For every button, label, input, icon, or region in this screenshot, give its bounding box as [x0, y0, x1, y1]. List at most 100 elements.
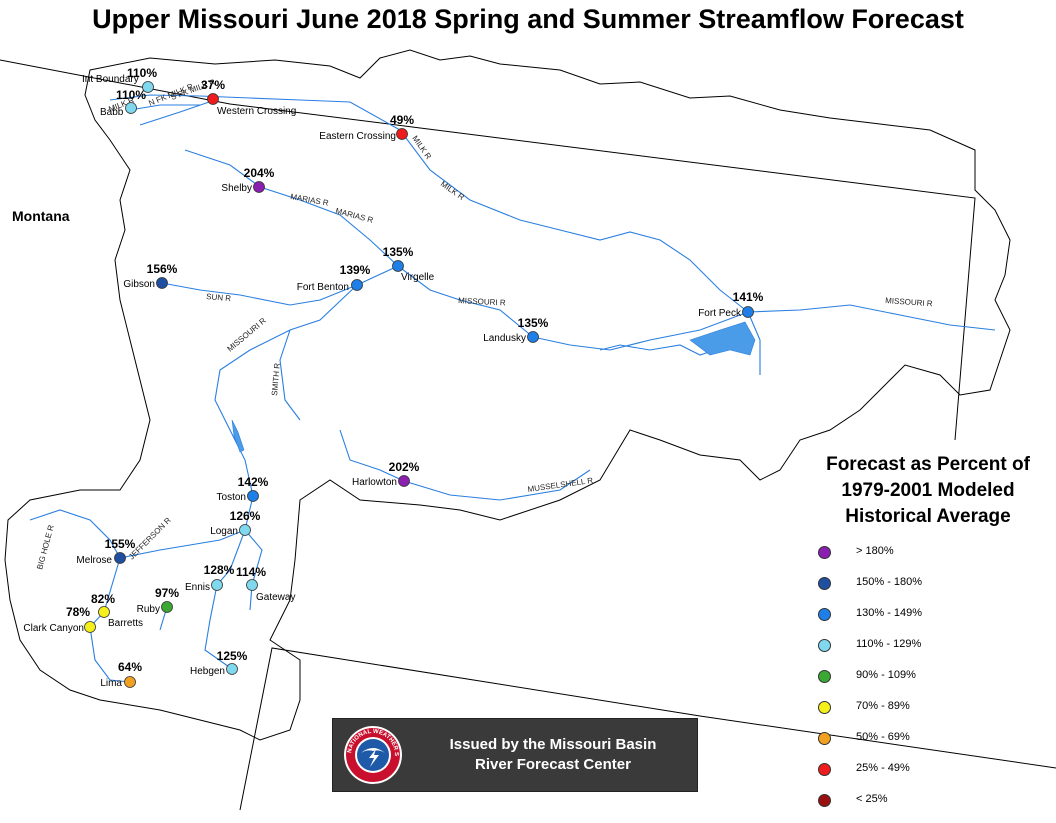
legend-label: 50% - 69%	[856, 731, 910, 743]
legend-title-line: 1979-2001 Modeled	[841, 480, 1015, 501]
station-name: Lima	[100, 678, 122, 689]
station-percent: 97%	[155, 586, 179, 600]
station-western-crossing: 37% Western Crossing	[201, 78, 296, 117]
legend-label: 150% - 180%	[856, 576, 923, 588]
station-marker-icon	[161, 601, 173, 613]
station-harlowton: 202% Harlowton	[352, 460, 420, 488]
map-title: Upper Missouri June 2018 Spring and Summ…	[92, 4, 964, 34]
station-name: Logan	[210, 526, 238, 537]
station-name: Ruby	[137, 604, 160, 615]
station-hebgen: 125% Hebgen	[190, 649, 248, 677]
station-marker-icon	[98, 606, 110, 618]
river-label: MISSOURI R	[885, 296, 933, 308]
legend-label: 70% - 89%	[856, 700, 910, 712]
state-boundaries	[0, 59, 1056, 811]
station-babb: 110% Babb	[100, 88, 146, 118]
station-marker-icon	[396, 128, 408, 140]
station-name: Toston	[217, 492, 246, 503]
station-name: Barretts	[108, 618, 143, 629]
station-name: Ennis	[185, 582, 210, 593]
legend-label: 25% - 49%	[856, 762, 910, 774]
station-percent: 202%	[389, 460, 420, 474]
station-percent: 135%	[518, 316, 549, 330]
legend-item: 25% - 49%	[818, 761, 1018, 792]
station-percent: 155%	[105, 537, 136, 551]
station-percent: 110%	[127, 66, 157, 80]
river-label: MARIAS R	[334, 206, 374, 225]
station-percent: 204%	[244, 166, 275, 180]
station-marker-icon	[253, 181, 265, 193]
station-landusky: 135% Landusky	[483, 316, 548, 344]
river-label: MUSSELSHELL R	[527, 476, 594, 494]
station-percent: 126%	[230, 509, 261, 523]
station-marker-icon	[142, 81, 154, 93]
station-marker-icon	[211, 579, 223, 591]
legend-item: 70% - 89%	[818, 699, 1018, 730]
basin-outline	[4, 49, 1011, 741]
river-label: MARIAS R	[290, 192, 330, 208]
station-toston: 142% Toston	[217, 475, 269, 503]
station-marker-icon	[527, 331, 539, 343]
station-name: Melrose	[76, 555, 112, 566]
station-name: Gibson	[123, 279, 155, 290]
station-name: Harlowton	[352, 477, 397, 488]
station-marker-icon	[156, 277, 168, 289]
station-melrose: 155% Melrose	[76, 537, 135, 566]
station-name: Babb	[100, 107, 124, 118]
legend-title: Forecast as Percent of 1979-2001 Modeled…	[780, 452, 1056, 530]
legend-label: 130% - 149%	[856, 607, 923, 619]
station-percent: 49%	[390, 113, 414, 127]
river-label: MILK R	[439, 179, 466, 202]
river-label: SUN R	[206, 292, 232, 303]
legend-swatch-icon	[818, 701, 831, 714]
legend-swatch-icon	[818, 546, 831, 559]
station-marker-icon	[246, 579, 258, 591]
legend-item: 50% - 69%	[818, 730, 1018, 761]
issued-by-line: River Forecast Center	[475, 756, 631, 773]
station-percent: 82%	[91, 592, 115, 606]
station-marker-icon	[239, 524, 251, 536]
legend-swatch-icon	[818, 732, 831, 745]
station-ennis: 128% Ennis	[185, 563, 235, 593]
station-gateway: 114% Gateway	[236, 565, 295, 603]
station-name: Western Crossing	[217, 106, 296, 117]
river-label: MISSOURI R	[458, 296, 506, 307]
river-label: MISSOURI R	[226, 316, 268, 354]
legend-swatch-icon	[818, 670, 831, 683]
station-gibson: 156% Gibson	[123, 262, 177, 290]
state-label: Montana	[12, 208, 70, 224]
station-percent: 110%	[116, 88, 146, 102]
reservoirs	[231, 321, 756, 453]
station-name: Int Boundary	[82, 74, 139, 85]
station-name: Fort Peck	[698, 308, 742, 319]
river-label: BIG HOLE R	[35, 524, 56, 571]
legend-swatch-icon	[818, 763, 831, 776]
station-marker-icon	[84, 621, 96, 633]
station-name: Virgelle	[401, 272, 435, 283]
station-name: Hebgen	[190, 666, 225, 677]
legend-item: 130% - 149%	[818, 606, 1018, 637]
station-percent: 141%	[733, 290, 764, 304]
legend-title-line: Forecast as Percent of	[826, 454, 1030, 475]
station-shelby: 204% Shelby	[221, 166, 274, 194]
station-marker-icon	[247, 490, 259, 502]
station-eastern-crossing: 49% Eastern Crossing	[319, 113, 414, 142]
legend-label: < 25%	[856, 793, 888, 805]
station-percent: 64%	[118, 660, 142, 674]
legend-item: 150% - 180%	[818, 575, 1018, 606]
river-label: SMITH R	[270, 362, 282, 396]
legend-title-line: Historical Average	[845, 506, 1011, 527]
station-clark-canyon: 78% Clark Canyon	[23, 605, 96, 634]
station-name: Clark Canyon	[23, 623, 84, 634]
legend-item: < 25%	[818, 792, 1018, 823]
station-percent: 128%	[204, 563, 235, 577]
issued-by-line: Issued by the Missouri Basin	[449, 736, 657, 753]
legend-swatch-icon	[818, 577, 831, 590]
station-name: Eastern Crossing	[319, 131, 396, 142]
station-name: Shelby	[221, 183, 252, 194]
station-marker-icon	[207, 93, 219, 105]
legend-label: > 180%	[856, 545, 894, 557]
station-marker-icon	[125, 102, 137, 114]
